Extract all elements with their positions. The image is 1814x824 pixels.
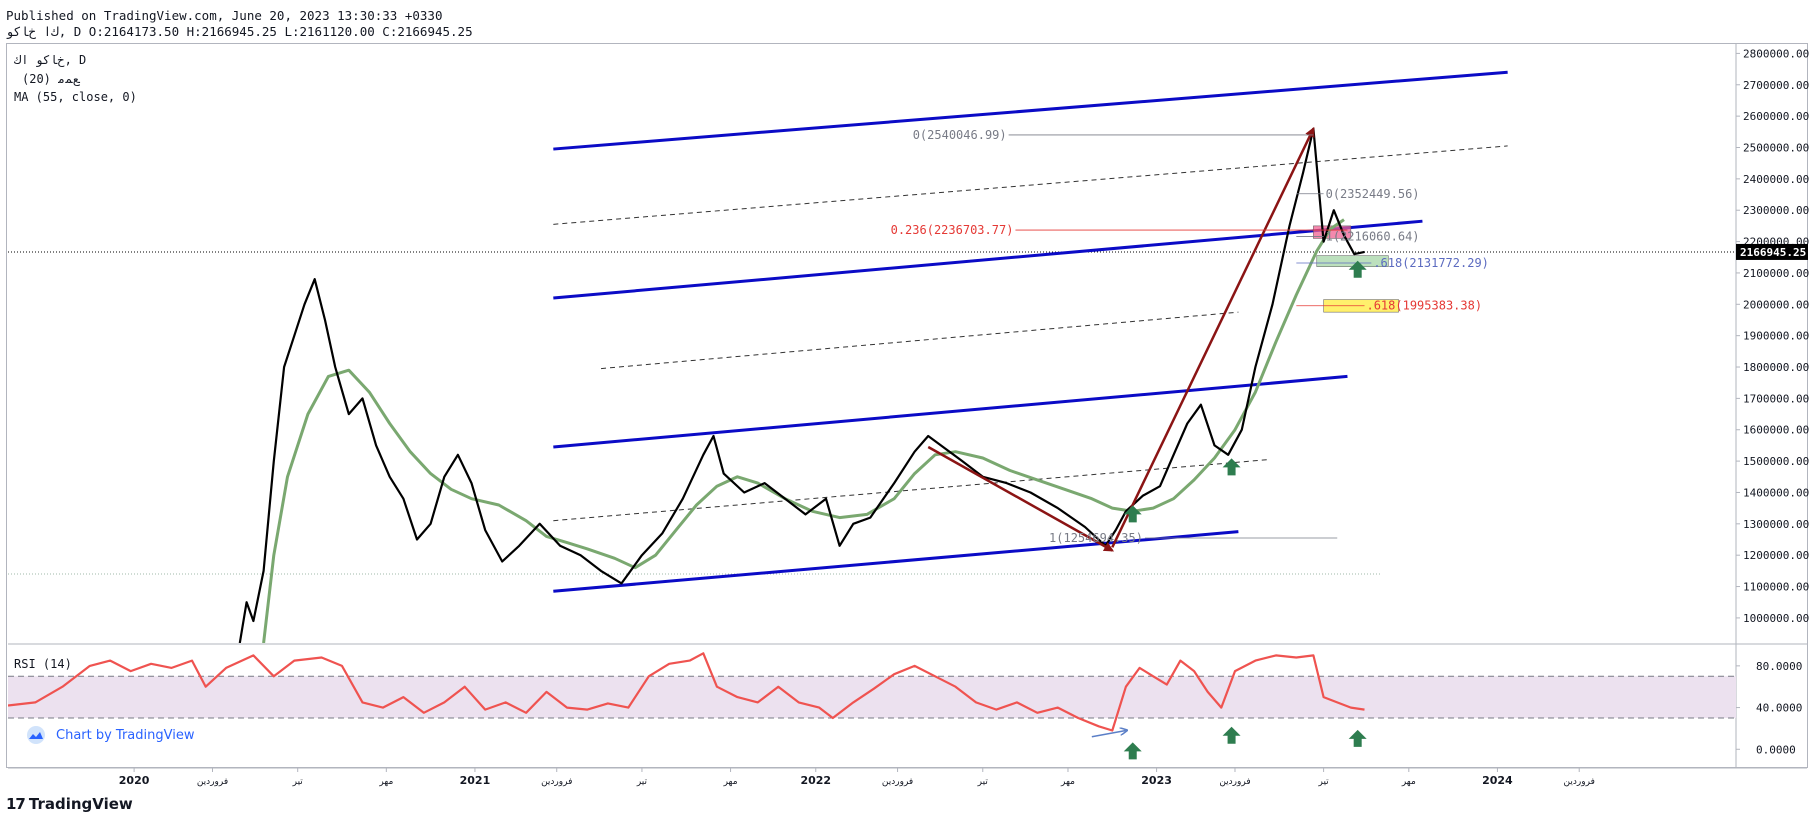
time-tick-label: ﻣﻬﺮ: [1060, 777, 1075, 787]
chart-by-tradingview-link[interactable]: Chart by TradingView: [20, 724, 199, 746]
time-tick-label: ﻓﺮﻭﺭﺩﯾﻦ: [197, 777, 228, 787]
price-tick-label: 1000000.00: [1743, 612, 1809, 625]
fib-level-label: 0(2540046.99): [913, 128, 1007, 142]
channel-midline: [600, 311, 1239, 370]
cloud-icon: [27, 726, 45, 744]
price-tick-label: 2800000.00: [1743, 47, 1809, 60]
channel-line: [553, 374, 1348, 449]
up-arrow-marker: [1348, 260, 1367, 278]
price-tick-label: 1400000.00: [1743, 486, 1809, 499]
channel-line: [553, 530, 1239, 593]
price-tick-label: 2100000.00: [1743, 267, 1809, 280]
current-price-badge: [1736, 243, 1808, 260]
price-tick-label: 1200000.00: [1743, 549, 1809, 562]
time-tick-label: 2022: [800, 774, 831, 787]
channel-midline: [553, 459, 1270, 522]
ma-55-line: [262, 218, 1345, 643]
tradingview-logo-icon: 17: [6, 795, 26, 813]
price-tick-label: 1300000.00: [1743, 518, 1809, 531]
tradingview-name: TradingView: [28, 795, 133, 813]
up-arrow-marker: [1222, 458, 1241, 476]
time-tick-label: ﺗﯿﺮ: [977, 777, 989, 787]
price-tick-label: 1800000.00: [1743, 361, 1809, 374]
up-arrow-marker: [1123, 505, 1142, 523]
time-tick-label: ﺗﯿﺮ: [636, 777, 648, 787]
fib-level-label: 0.236(2236703.77): [891, 223, 1014, 237]
rsi-divergence-arrow: [1091, 731, 1126, 738]
channel-line: [553, 219, 1423, 300]
time-tick-label: 2020: [119, 774, 150, 787]
price-tick-label: 2500000.00: [1743, 141, 1809, 154]
rsi-band: [8, 676, 1736, 718]
tradingview-brand: 17 TradingView: [6, 795, 133, 813]
price-pane: [8, 70, 1736, 643]
time-tick-label: ﻣﻬﺮ: [378, 777, 393, 787]
time-tick-label: 2023: [1141, 774, 1172, 787]
rsi-tick-label: 0.0000: [1756, 743, 1796, 756]
symbol-legend: ﺥﺎﻛﻮ ﺍﻙ, D: [14, 53, 87, 67]
price-tick-label: 2400000.00: [1743, 173, 1809, 186]
price-tick-label: 2300000.00: [1743, 204, 1809, 217]
rsi-line: [8, 652, 1365, 732]
rsi-legend: RSI (14): [14, 657, 72, 671]
rsi-pane: [8, 652, 1736, 760]
ma-legend: MA (55, close, 0): [14, 90, 137, 104]
chart-by-label: Chart by TradingView: [56, 727, 195, 743]
time-tick-label: 2021: [460, 774, 491, 787]
price-tick-label: 2000000.00: [1743, 298, 1809, 311]
price-line: [238, 127, 1365, 643]
time-tick-label: ﻓﺮﻭﺭﺩﯾﻦ: [541, 777, 572, 787]
rsi-up-arrow-marker: [1222, 726, 1241, 744]
channel-midline: [553, 145, 1508, 225]
time-tick-label: ﻓﺮﻭﺭﺩﯾﻦ: [882, 777, 913, 787]
price-tick-label: 1500000.00: [1743, 455, 1809, 468]
trend-arrow: [1111, 126, 1315, 548]
published-header: Published on TradingView.com, June 20, 2…: [6, 8, 443, 23]
trend-arrow: [927, 445, 1115, 552]
rsi-up-arrow-marker: [1123, 742, 1142, 760]
price-tick-label: 1700000.00: [1743, 392, 1809, 405]
channel-line: [553, 70, 1508, 151]
rsi-tick-label: 80.0000: [1756, 660, 1802, 673]
price-tick-label: 2700000.00: [1743, 79, 1809, 92]
time-tick-label: ﻣﻬﺮ: [1401, 777, 1416, 787]
fib-level-label: 1(2216060.64): [1326, 230, 1420, 244]
time-tick-label: ﻓﺮﻭﺭﺩﯾﻦ: [1219, 777, 1250, 787]
fib-level-label: 1(1254694.35): [1049, 531, 1143, 545]
price-tick-label: 1900000.00: [1743, 330, 1809, 343]
rsi-tick-label: 40.0000: [1756, 702, 1802, 715]
indicator-legend-1: (20) ﻊﻤﻣ: [22, 72, 80, 86]
price-tick-label: 1600000.00: [1743, 424, 1809, 437]
time-tick-label: 2024: [1482, 774, 1513, 787]
time-tick-label: ﻣﻬﺮ: [723, 777, 738, 787]
fib-level-label: 0(2352449.56): [1326, 187, 1420, 201]
fib-level-label: .618(1995383.38): [1366, 299, 1482, 313]
time-tick-label: ﺗﯿﺮ: [1318, 777, 1330, 787]
price-tick-label: 2600000.00: [1743, 110, 1809, 123]
current-price-label: 2166945.25: [1740, 246, 1806, 259]
time-tick-label: ﻓﺮﻭﺭﺩﯾﻦ: [1564, 777, 1595, 787]
rsi-up-arrow-marker: [1348, 729, 1367, 747]
fib-level-label: .618(2131772.29): [1373, 256, 1489, 270]
time-tick-label: ﺗﯿﺮ: [292, 777, 304, 787]
ohlc-header: ﻙﺍ ﺥﺎﻛﻮ, D O:2164173.50 H:2166945.25 L:2…: [6, 24, 473, 39]
price-tick-label: 1100000.00: [1743, 581, 1809, 594]
